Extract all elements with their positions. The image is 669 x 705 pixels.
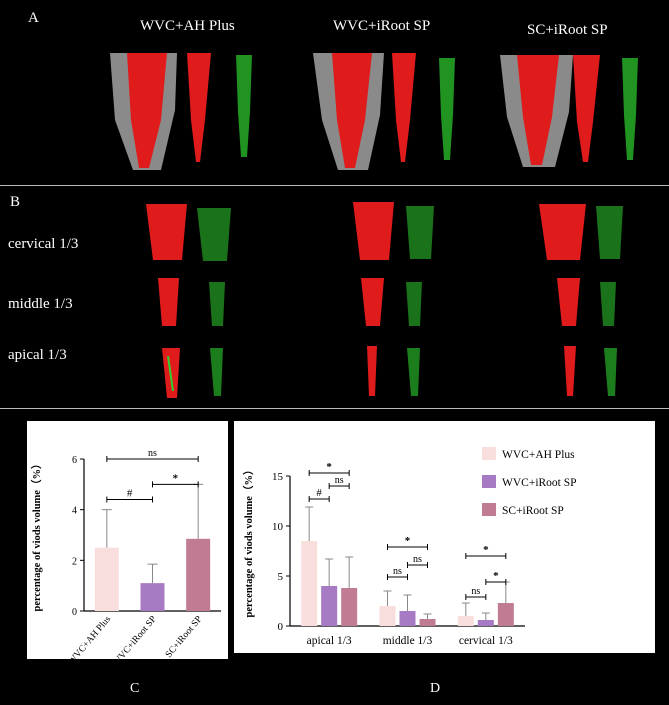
chart-d-legend-swatch (482, 475, 496, 488)
chart-d-significance-label: * (493, 570, 499, 582)
chart-d-significance-label: ns (471, 586, 480, 597)
row-label-middle: middle 1/3 (8, 296, 73, 312)
cervical-voids-scan-1 (197, 208, 231, 261)
chart-d-bar (477, 620, 494, 626)
chart-c-y-tick-label: 2 (72, 556, 77, 567)
voids-scan-group-2 (439, 58, 455, 160)
chart-d-legend-swatch (482, 447, 496, 460)
chart-d-bar (321, 586, 338, 626)
chart-c: 0 2 4 6 percentage of viods volume（%） WVC+AH … (30, 448, 221, 668)
apical-voids-scan-1 (210, 348, 223, 396)
chart-c-bar (140, 583, 165, 611)
middle-voids-scan-2 (406, 282, 422, 326)
tooth-scan-group-2 (313, 53, 384, 170)
panel-d-letter: D (430, 681, 441, 696)
chart-d-legend-label: WVC+iRoot SP (502, 477, 577, 489)
filling-scan-group-1 (187, 53, 211, 162)
chart-c-bar (94, 547, 119, 611)
chart-d-x-tick-label: apical 1/3 (307, 635, 352, 647)
chart-d-y-tick-label: 0 (278, 621, 284, 633)
chart-d-y-tick-label: 15 (272, 471, 284, 483)
chart-d: 0 5 10 15 percentage of viods volume（%） apica… (242, 447, 577, 647)
row-label-cervical: cervical 1/3 (8, 236, 79, 252)
cervical-filling-scan-3 (539, 204, 586, 260)
chart-d-bar (457, 616, 474, 626)
panel-a-column-3-header: SC+iRoot SP (527, 22, 608, 38)
chart-c-y-axis-label: percentage of viods volume（%） (30, 459, 43, 612)
middle-filling-scan-3 (557, 278, 580, 326)
chart-c-box: 0 2 4 6 percentage of viods volume（%） WVC+AH … (27, 421, 228, 668)
chart-d-significance-label: ns (335, 475, 344, 486)
middle-voids-scan-3 (600, 282, 616, 326)
filling-scan-group-3 (573, 55, 600, 162)
apical-filling-scan-1 (162, 348, 180, 398)
middle-voids-scan-1 (209, 282, 225, 326)
row-label-apical: apical 1/3 (8, 347, 67, 363)
apical-filling-scan-2 (367, 346, 377, 396)
chart-d-x-tick-label: cervical 1/3 (459, 635, 513, 647)
chart-d-bar (497, 603, 514, 626)
chart-d-x-tick-label: middle 1/3 (383, 635, 433, 647)
middle-filling-scan-2 (361, 278, 384, 326)
filling-scan-group-2 (392, 53, 416, 162)
cervical-voids-scan-3 (596, 206, 623, 259)
voids-scan-group-3 (622, 58, 638, 160)
chart-d-bar (341, 588, 358, 626)
chart-d-legend-label: WVC+AH Plus (502, 449, 575, 461)
voids-scan-group-1 (236, 55, 252, 157)
chart-c-x-tick-label: SC+iRoot SP (164, 615, 204, 659)
chart-d-box: 0 5 10 15 percentage of viods volume（%） apica… (234, 421, 655, 653)
cervical-filling-scan-1 (146, 204, 187, 260)
tooth-scan-group-3 (500, 55, 573, 167)
chart-d-bar (379, 606, 396, 626)
chart-d-y-tick-label: 5 (278, 571, 284, 583)
chart-c-significance-label: # (127, 488, 133, 500)
cervical-filling-scan-2 (353, 202, 394, 260)
cervical-voids-scan-2 (406, 206, 434, 259)
chart-d-legend-swatch (482, 503, 496, 516)
chart-d-significance-label: ns (413, 554, 422, 565)
apical-voids-scan-3 (604, 348, 617, 396)
chart-d-bar (419, 619, 436, 626)
chart-c-significance-label: * (173, 472, 179, 484)
chart-c-x-tick-label: WVC+iRoot SP (112, 615, 159, 659)
apical-voids-scan-2 (407, 348, 420, 396)
chart-c-y-tick-label: 6 (72, 455, 77, 466)
chart-d-significance-label: * (326, 461, 332, 473)
chart-c-y-tick-label: 4 (72, 506, 77, 517)
panel-a-letter: A (28, 10, 39, 26)
panel-charts: 0 2 4 6 percentage of viods volume（%） WVC+AH … (0, 409, 669, 705)
chart-d-significance-label: # (316, 487, 322, 499)
panel-a: A WVC+AH Plus WVC+iRoot SP SC+iRoot SP (0, 0, 669, 186)
middle-filling-scan-1 (158, 278, 179, 326)
chart-d-significance-label: ns (393, 566, 402, 577)
panel-a-column-2-header: WVC+iRoot SP (333, 18, 431, 34)
chart-c-significance-label: ns (148, 448, 157, 459)
chart-d-y-axis-label: percentage of viods volume（%） (242, 465, 255, 618)
chart-c-bar (186, 538, 211, 611)
chart-d-significance-label: * (483, 544, 489, 556)
panel-a-column-1-header: WVC+AH Plus (140, 18, 235, 34)
chart-d-legend-label: SC+iRoot SP (502, 505, 564, 517)
chart-c-y-tick-label: 0 (72, 607, 77, 618)
panel-b: B cervical 1/3 middle 1/3 apical 1/3 (0, 186, 669, 409)
apical-filling-scan-3 (564, 346, 576, 396)
chart-d-bar (399, 611, 416, 626)
chart-d-significance-label: * (405, 535, 411, 547)
panel-b-letter: B (10, 194, 21, 210)
chart-d-bar (301, 541, 318, 626)
tooth-scan-group-1 (110, 53, 177, 170)
panel-c-letter: C (130, 681, 140, 696)
chart-d-y-tick-label: 10 (272, 521, 284, 533)
chart-c-x-tick-label: WVC+AH Plus (67, 614, 113, 659)
